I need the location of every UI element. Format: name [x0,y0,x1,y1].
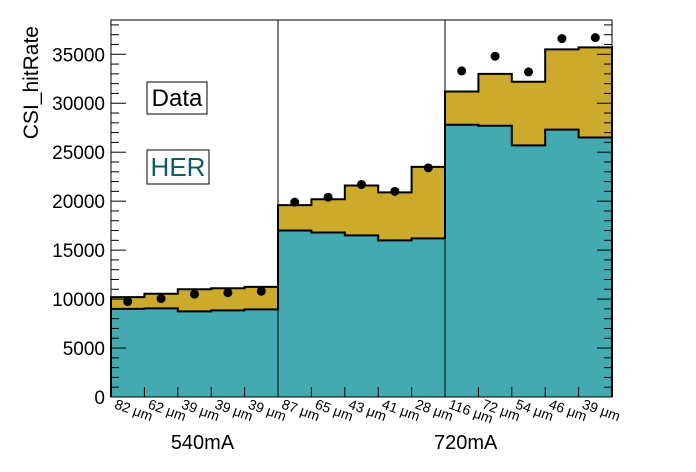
bar-other-12 [511,81,546,146]
bar-her-2 [177,311,212,397]
legend-data-box [146,81,208,115]
bar-her-6 [311,232,346,397]
bar-her-4 [244,309,279,397]
data-point-9 [423,163,433,173]
data-point-2 [190,289,199,299]
data-point-8 [390,186,400,196]
data-point-4 [256,286,266,296]
y-tick-label-6: 30000 [52,94,105,115]
data-point-11 [490,51,500,61]
data-point-3 [223,288,233,298]
group-label-0: 540mA [171,432,235,454]
bar-her-12 [511,145,546,397]
bar-her-13 [545,129,580,397]
bar-her-9 [411,238,446,397]
y-tick-label-0: 0 [94,388,105,409]
bar-her-10 [445,124,479,398]
bar-her-8 [378,240,413,397]
bar-other-2 [177,289,212,312]
data-point-10 [457,66,467,76]
bar-her-0 [111,308,145,397]
legend-data-label: Data [152,85,203,112]
legend-her-label: HER [151,152,206,182]
y-tick-label-1: 5000 [63,339,105,360]
data-point-6 [323,192,333,202]
legend: Data HER [146,81,210,185]
bar-other-11 [478,73,513,126]
plot-frame [110,19,613,398]
bar-her-14 [578,137,613,397]
bar-other-4 [244,286,279,310]
bar-other-14 [578,47,613,138]
bar-other-10 [445,91,479,125]
bar-her-3 [211,310,246,397]
data-point-0 [123,297,133,307]
bar-her-5 [278,230,312,397]
group-label-1: 720mA [434,432,498,454]
data-point-1 [156,294,166,304]
data-point-7 [357,180,366,190]
bar-other-6 [311,199,346,233]
x-category-label-14: 39 μm [580,396,622,424]
bar-other-13 [545,49,580,130]
bar-her-1 [144,308,179,397]
bar-other-3 [211,288,246,311]
plot-area [110,20,613,398]
y-tick-label-5: 25000 [52,143,105,164]
y-tick-label-4: 20000 [52,192,105,213]
bar-her-7 [344,235,379,397]
data-point-14 [590,33,600,43]
her-outline [110,123,613,397]
data-point-13 [557,34,567,44]
y-tick-label-2: 10000 [52,290,105,311]
data-point-12 [524,67,533,77]
data-point-5 [290,197,300,207]
bar-other-9 [411,166,446,239]
y-axis-label: CSI_hitRate [20,26,43,139]
y-tick-label-7: 35000 [52,45,105,66]
bar-other-5 [278,205,312,231]
bar-her-11 [478,125,513,397]
legend-her-box [146,149,210,185]
y-tick-label-3: 15000 [52,241,105,262]
bar-other-7 [344,185,379,236]
bar-other-8 [378,192,413,241]
